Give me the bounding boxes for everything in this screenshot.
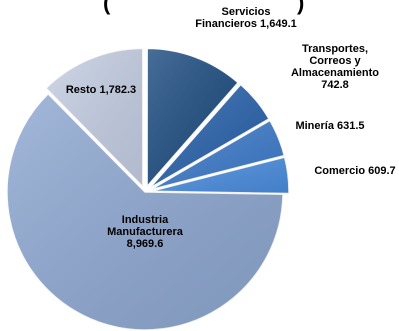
data-label-comercio: Comercio 609.7 (314, 165, 395, 177)
pie-slice-shading (149, 84, 269, 189)
title-fragment-left: ( (103, 0, 111, 15)
pie-slice-shading (147, 48, 239, 187)
data-label-servicios-financieros: Servicios Financieros 1,649.1 (195, 6, 297, 30)
pie-slices (6, 47, 290, 331)
data-label-resto: Resto 1,782.3 (66, 84, 136, 96)
pie-slice-shading (150, 120, 285, 190)
data-label-industria-manufacturera: Industria Manufacturera 8,969.6 (107, 214, 184, 250)
data-label-miner-a: Minería 631.5 (295, 120, 364, 132)
pie-labels: Servicios Financieros 1,649.1 Transportes,… (66, 6, 396, 250)
data-label-transportes-correos-y-almacenamiento: Transportes, Correos y Almacenamiento 742.8 (291, 43, 379, 91)
pie-slice-shading (6, 93, 283, 331)
pie-slice-shading (150, 157, 289, 194)
title-fragment-right: ) (297, 0, 304, 15)
pie-slice-shading (45, 48, 143, 187)
